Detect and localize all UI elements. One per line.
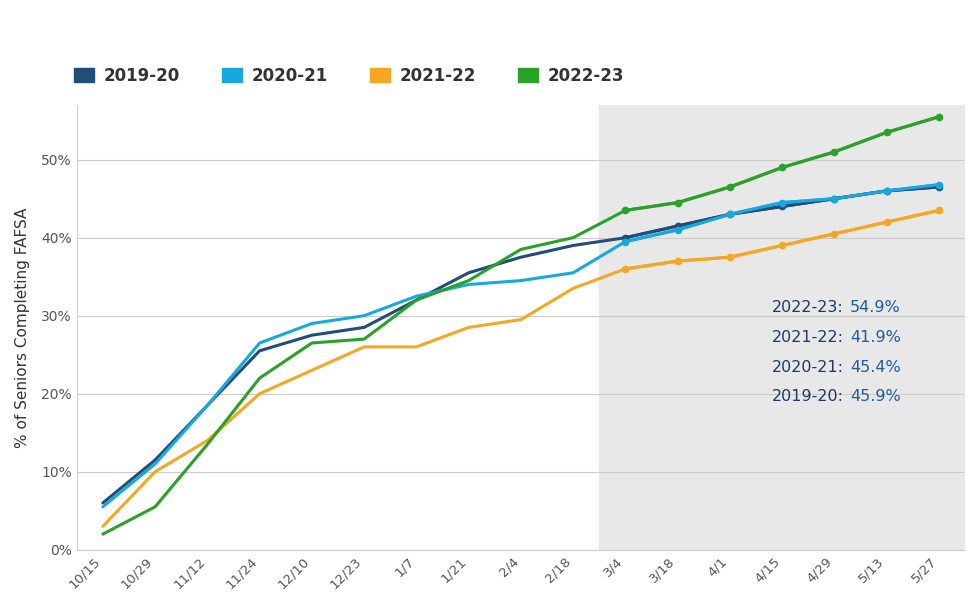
Text: 2020-21:: 2020-21: [771,360,844,375]
Y-axis label: % of Seniors Completing FAFSA: % of Seniors Completing FAFSA [15,207,30,448]
Text: 2019-20:: 2019-20: [771,389,844,404]
Text: 54.9%: 54.9% [850,301,901,315]
Legend: 2019-20, 2020-21, 2021-22, 2022-23: 2019-20, 2020-21, 2021-22, 2022-23 [68,60,631,92]
Text: 2022-23:: 2022-23: [771,301,844,315]
Text: 2021-22:: 2021-22: [771,330,844,345]
Text: 45.4%: 45.4% [850,360,901,375]
Text: 45.9%: 45.9% [850,389,901,404]
Text: 41.9%: 41.9% [850,330,901,345]
Bar [599,105,965,550]
